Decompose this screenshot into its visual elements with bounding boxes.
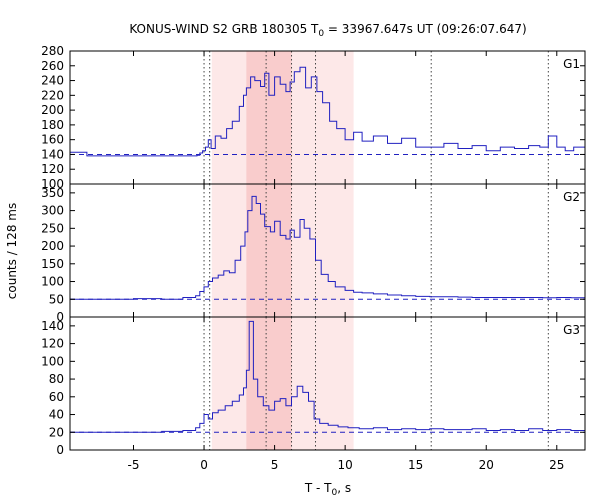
x-tick-label: 20 (479, 458, 494, 472)
panel-G3: 0 20 40 60 80 100 120 140 G3 (41, 316, 586, 457)
panel-label-G1: G1 (563, 57, 580, 71)
y-tick-label: 200 (41, 239, 64, 253)
y-tick-label: 20 (49, 425, 64, 439)
x-tick-label: 10 (337, 458, 352, 472)
y-tick-label: 60 (49, 390, 64, 404)
y-tick-label: 220 (41, 88, 64, 102)
y-tick-label: 50 (49, 292, 64, 306)
light-curve-G1 (70, 66, 586, 157)
y-tick-label: 160 (41, 133, 64, 147)
y-tick-label: 280 (41, 44, 64, 58)
y-tick-label: 300 (41, 204, 64, 218)
panel-frame (69, 316, 586, 451)
y-tick-label: 140 (41, 147, 64, 161)
x-tick-label: 5 (271, 458, 279, 472)
y-tick-label: 150 (41, 257, 64, 271)
panel-label-G3: G3 (563, 323, 580, 337)
y-tick-label: 200 (41, 103, 64, 117)
light-curve-G2 (70, 195, 586, 300)
y-tick-label: 250 (41, 221, 64, 235)
y-tick-label: 0 (56, 443, 64, 457)
panel-G2: 0 50 100 150 200 250 300 350 G2 (41, 183, 586, 324)
x-tick-label: 15 (408, 458, 423, 472)
y-tick-label: 120 (41, 337, 64, 351)
shaded-band-narrow-interval (246, 51, 292, 450)
x-tick-label: 25 (549, 458, 564, 472)
y-tick-label: 260 (41, 59, 64, 73)
panel-label-G2: G2 (563, 190, 580, 204)
plot-layer: 100120140160180200220240260280G105010015… (41, 44, 586, 472)
y-axis-label: counts / 128 ms (5, 203, 19, 299)
y-tick-label: 0 (56, 310, 64, 324)
y-tick-label: 350 (41, 186, 64, 200)
y-tick-label: 240 (41, 74, 64, 88)
y-tick-label: 180 (41, 118, 64, 132)
y-tick-label: 100 (41, 275, 64, 289)
x-axis-label: T - T0, s (304, 481, 351, 498)
y-tick-label: 40 (49, 408, 64, 422)
y-tick-label: 80 (49, 372, 64, 386)
y-tick-label: 100 (41, 354, 64, 368)
y-tick-label: 100 (41, 177, 64, 191)
x-tick-label: -5 (128, 458, 140, 472)
y-tick-label: 140 (41, 319, 64, 333)
light-curve-G3 (70, 320, 586, 433)
y-tick-label: 120 (41, 162, 64, 176)
chart-title: KONUS-WIND S2 GRB 180305 T0 = 33967.647s… (129, 22, 526, 39)
x-tick-label: 0 (200, 458, 208, 472)
